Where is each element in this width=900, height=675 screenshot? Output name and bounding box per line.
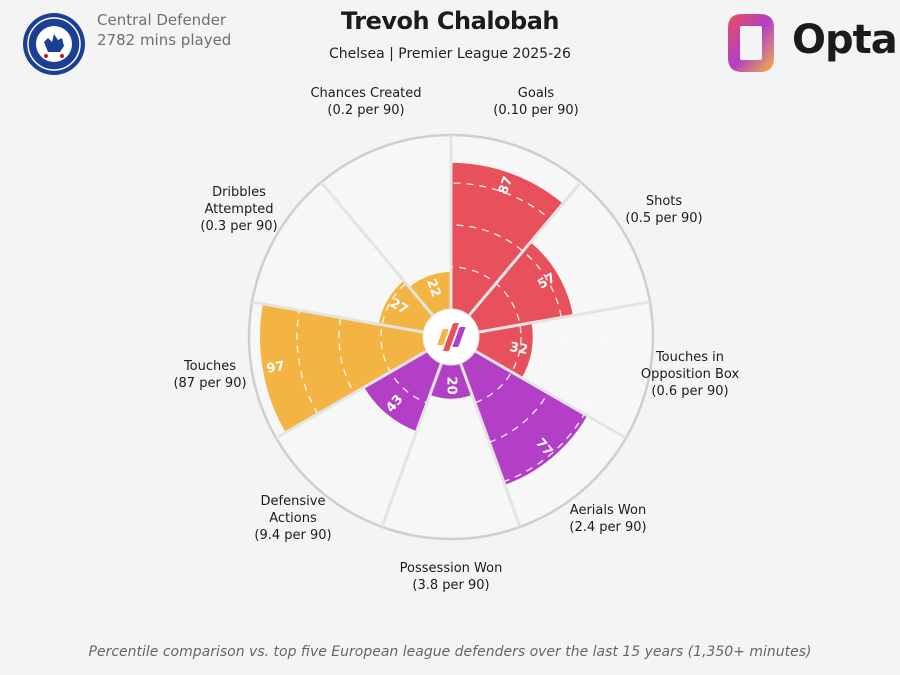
category-label: Chances Created (0.2 per 90) bbox=[310, 86, 421, 118]
chart-footnote: Percentile comparison vs. top five Europ… bbox=[88, 644, 812, 660]
player-role: Central Defender bbox=[97, 11, 227, 29]
radar-spoke bbox=[459, 362, 522, 528]
radar-spoke bbox=[320, 181, 435, 317]
category-label: Shots (0.5 per 90) bbox=[625, 194, 702, 226]
radar-spoke bbox=[474, 349, 627, 440]
category-label: Goals (0.10 per 90) bbox=[493, 86, 579, 118]
radar-bar-defensive-actions bbox=[364, 351, 442, 432]
category-label: Touches in Opposition Box (0.6 per 90) bbox=[641, 350, 740, 399]
radar-bar-aerials-won bbox=[460, 351, 588, 485]
player-info: Central Defender 2782 mins played bbox=[97, 10, 231, 50]
chelsea-badge-icon bbox=[23, 13, 85, 75]
radar-spoke bbox=[275, 349, 428, 440]
radar-bar-touches-in-opposition-box bbox=[475, 322, 533, 378]
page-subtitle: Chelsea | Premier League 2025-26 bbox=[329, 46, 571, 62]
value-label: 22 bbox=[423, 277, 443, 299]
category-label: Defensive Actions (9.4 per 90) bbox=[254, 494, 331, 543]
opta-logo-icon bbox=[728, 14, 774, 72]
category-label: Touches (87 per 90) bbox=[173, 359, 246, 391]
radar-spoke bbox=[467, 181, 582, 317]
radar-spoke bbox=[251, 300, 424, 334]
grid-ring bbox=[296, 182, 606, 492]
category-label: Dribbles Attempted (0.3 per 90) bbox=[200, 185, 277, 234]
radar-bar-dribbles-attempted bbox=[378, 280, 434, 333]
radar-bar-chances-created bbox=[409, 272, 451, 316]
minutes-played: 2782 mins played bbox=[97, 31, 232, 49]
grid-ring bbox=[338, 224, 564, 450]
value-label: 97 bbox=[266, 359, 286, 377]
page-title: Trevoh Chalobah bbox=[341, 7, 560, 35]
value-label: 32 bbox=[509, 340, 529, 358]
opta-wordmark: Opta bbox=[792, 17, 898, 63]
radar-spoke bbox=[380, 362, 443, 528]
value-label: 20 bbox=[444, 377, 459, 395]
category-label: Aerials Won (2.4 per 90) bbox=[569, 503, 646, 535]
radar-bar-possession-won bbox=[429, 363, 473, 399]
center-logo-icon bbox=[437, 323, 466, 351]
value-label: 87 bbox=[496, 174, 516, 196]
radar-bar-touches bbox=[260, 303, 427, 433]
radar-bar-shots bbox=[468, 242, 573, 333]
category-label: Possession Won (3.8 per 90) bbox=[400, 561, 503, 593]
radar-spoke bbox=[478, 300, 651, 334]
